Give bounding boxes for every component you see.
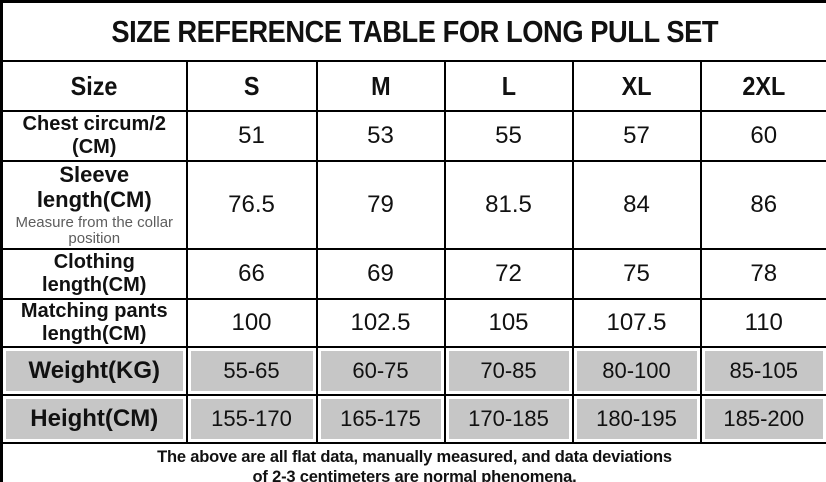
chest-value-s: 51 [185,110,318,162]
clothing-value-l: 72 [443,248,574,301]
sleeve-value-s: 76.5 [185,159,318,251]
pants-value-s: 100 [185,298,318,349]
column-header-row: Size S M L XL 2XL [0,60,826,112]
chest-value-l: 55 [443,110,574,162]
table-row-height: Height(CM) 155-170 165-175 170-185 180-1… [0,394,826,445]
footer-note-line-2: of 2-3 centimeters are normal phenomena. [252,467,577,482]
weight-value-2xl: 85-105 [699,346,826,397]
sleeve-value-xl: 84 [571,159,702,251]
height-value-2xl: 185-200 [699,394,826,445]
height-value-m: 165-175 [315,394,446,445]
footer-note-cell: The above are all flat data, manually me… [0,442,826,482]
sleeve-measure-note: Measure from the collar position [15,213,174,248]
weight-value-xl: 80-100 [571,346,702,397]
chest-value-xl: 57 [571,110,702,162]
pants-value-l: 105 [443,298,574,349]
page-title: SIZE REFERENCE TABLE FOR LONG PULL SET [111,13,718,49]
table-row-weight: Weight(KG) 55-65 60-75 70-85 80-100 85-1… [0,346,826,397]
table-row-sleeve: Sleeve length(CM) Measure from the colla… [0,159,826,251]
table-row-chest: Chest circum/2 (CM) 51 53 55 57 60 [0,110,826,162]
height-value-s: 155-170 [185,394,318,445]
column-header-m: M [315,60,446,112]
weight-value-l: 70-85 [443,346,574,397]
footer-note-line-1: The above are all flat data, manually me… [157,447,672,466]
sleeve-value-m: 79 [315,159,446,251]
column-header-xl: XL [571,60,702,112]
sleeve-value-l: 81.5 [443,159,574,251]
column-header-l: L [443,60,574,112]
title-row: SIZE REFERENCE TABLE FOR LONG PULL SET [0,0,826,62]
row-label-height: Height(CM) [0,394,188,445]
clothing-value-2xl: 78 [699,248,826,301]
clothing-value-xl: 75 [571,248,702,301]
row-label-chest: Chest circum/2 (CM) [0,110,188,162]
row-label-clothing: Clothing length(CM) [0,248,188,301]
row-label-weight: Weight(KG) [0,346,188,397]
height-value-l: 170-185 [443,394,574,445]
chest-value-m: 53 [315,110,446,162]
height-value-xl: 180-195 [571,394,702,445]
weight-value-s: 55-65 [185,346,318,397]
pants-value-2xl: 110 [699,298,826,349]
row-label-sleeve: Sleeve length(CM) Measure from the colla… [0,159,188,251]
column-header-s: S [185,60,318,112]
table-row-pants: Matching pants length(CM) 100 102.5 105 … [0,298,826,349]
column-header-size: Size [0,60,188,112]
footer-row: The above are all flat data, manually me… [0,442,826,482]
weight-value-m: 60-75 [315,346,446,397]
table-row-clothing: Clothing length(CM) 66 69 72 75 78 [0,248,826,301]
pants-value-xl: 107.5 [571,298,702,349]
clothing-value-m: 69 [315,248,446,301]
row-label-pants: Matching pants length(CM) [0,298,188,349]
table-title-cell: SIZE REFERENCE TABLE FOR LONG PULL SET [0,0,826,62]
pants-value-m: 102.5 [315,298,446,349]
column-header-2xl: 2XL [699,60,826,112]
sleeve-value-2xl: 86 [699,159,826,251]
clothing-value-s: 66 [185,248,318,301]
chest-value-2xl: 60 [699,110,826,162]
